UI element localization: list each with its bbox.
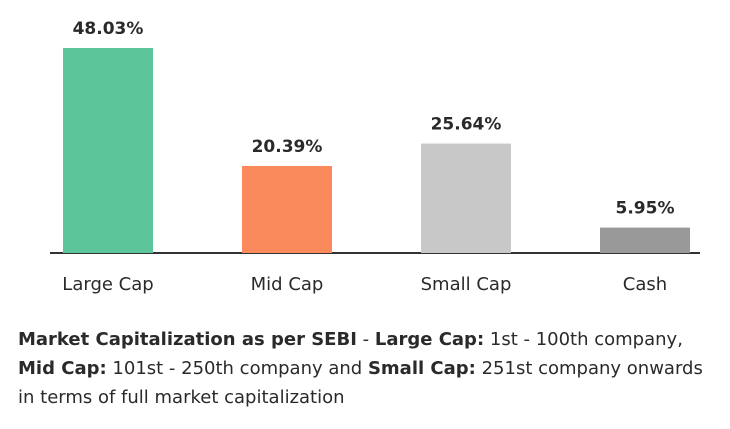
- category-label-mid-cap: Mid Cap: [251, 274, 324, 295]
- footnote: Market Capitalization as per SEBI - Larg…: [18, 325, 718, 412]
- data-label-mid-cap: 20.39%: [252, 137, 323, 157]
- bar-large-cap: [63, 48, 153, 253]
- category-label-cash: Cash: [623, 274, 667, 295]
- bars-group: 48.03% Large Cap 20.39% Mid Cap 25.64% Small …: [62, 19, 690, 295]
- footnote-mid-cap-range: 101st - 250th company and: [106, 358, 368, 379]
- data-label-small-cap: 25.64%: [431, 115, 502, 135]
- footnote-mid-cap-label: Mid Cap:: [18, 358, 107, 379]
- category-label-large-cap: Large Cap: [62, 274, 153, 295]
- category-label-small-cap: Small Cap: [421, 274, 512, 295]
- footnote-large-cap-label: Large Cap:: [374, 329, 485, 350]
- bar-small-cap: [421, 143, 511, 253]
- data-label-large-cap: 48.03%: [73, 19, 144, 39]
- footnote-small-cap-label: Small Cap:: [367, 358, 476, 379]
- bar-mid-cap: [242, 165, 332, 253]
- data-label-cash: 5.95%: [616, 199, 675, 219]
- bar-chart: 48.03% Large Cap 20.39% Mid Cap 25.64% Small …: [50, 19, 700, 295]
- footnote-large-cap-range: 1st - 100th company,: [484, 329, 683, 350]
- bar-cash: [600, 227, 690, 253]
- footnote-separator: -: [356, 329, 375, 350]
- footnote-title: Market Capitalization as per SEBI: [18, 329, 357, 350]
- footnote-small-cap-range: 251st company onwards in terms of full m…: [18, 358, 703, 408]
